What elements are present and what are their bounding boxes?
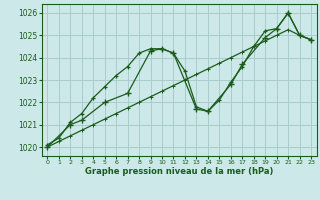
X-axis label: Graphe pression niveau de la mer (hPa): Graphe pression niveau de la mer (hPa) xyxy=(85,167,273,176)
